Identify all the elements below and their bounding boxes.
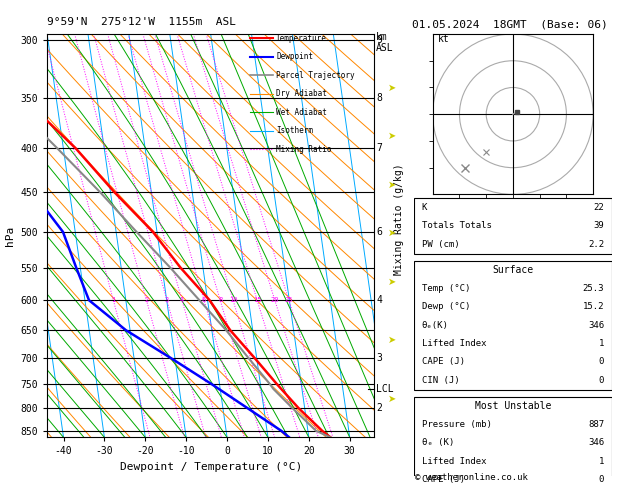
Text: Lifted Index: Lifted Index <box>422 339 486 348</box>
Text: km
ASL: km ASL <box>376 32 394 53</box>
Text: ➤: ➤ <box>388 180 396 190</box>
Text: ➤: ➤ <box>388 228 396 238</box>
Text: 1: 1 <box>111 297 116 303</box>
Text: 2: 2 <box>144 297 148 303</box>
Text: Surface: Surface <box>493 265 533 275</box>
Text: 7: 7 <box>376 143 382 153</box>
Text: Dry Adiabat: Dry Adiabat <box>276 89 327 98</box>
Text: 25: 25 <box>284 297 293 303</box>
Text: ➤: ➤ <box>388 335 396 345</box>
Text: Isotherm: Isotherm <box>276 126 313 135</box>
Text: 2: 2 <box>376 403 382 413</box>
Text: CIN (J): CIN (J) <box>422 376 459 385</box>
Text: θₑ(K): θₑ(K) <box>422 321 448 330</box>
Text: 0: 0 <box>599 475 604 484</box>
Text: 2.2: 2.2 <box>588 240 604 249</box>
Text: Mixing Ratio (g/kg): Mixing Ratio (g/kg) <box>394 163 404 275</box>
Text: ➤: ➤ <box>388 131 396 141</box>
Text: ➤: ➤ <box>388 277 396 287</box>
Text: 20: 20 <box>270 297 279 303</box>
Y-axis label: hPa: hPa <box>5 226 15 246</box>
Text: 346: 346 <box>588 438 604 447</box>
Text: Temperature: Temperature <box>276 34 327 43</box>
Text: Totals Totals: Totals Totals <box>422 222 492 230</box>
Text: Wet Adiabat: Wet Adiabat <box>276 108 327 117</box>
Text: Mixing Ratio: Mixing Ratio <box>276 145 331 154</box>
Text: 1: 1 <box>599 339 604 348</box>
X-axis label: Dewpoint / Temperature (°C): Dewpoint / Temperature (°C) <box>120 462 302 472</box>
Text: 9°59'N  275°12'W  1155m  ASL: 9°59'N 275°12'W 1155m ASL <box>47 17 236 27</box>
Text: K: K <box>422 203 427 212</box>
Text: ➤: ➤ <box>388 83 396 92</box>
Text: Most Unstable: Most Unstable <box>475 401 551 411</box>
Text: © weatheronline.co.uk: © weatheronline.co.uk <box>415 473 528 482</box>
Text: Lifted Index: Lifted Index <box>422 457 486 466</box>
Text: 39: 39 <box>593 222 604 230</box>
Text: Dewpoint: Dewpoint <box>276 52 313 61</box>
Text: 346: 346 <box>588 321 604 330</box>
Text: 01.05.2024  18GMT  (Base: 06): 01.05.2024 18GMT (Base: 06) <box>412 19 608 30</box>
Text: 25.3: 25.3 <box>582 284 604 293</box>
Text: 15.2: 15.2 <box>582 302 604 311</box>
Text: 22: 22 <box>593 203 604 212</box>
Text: 6: 6 <box>202 297 206 303</box>
Text: 3: 3 <box>165 297 169 303</box>
Text: CAPE (J): CAPE (J) <box>422 358 465 366</box>
Text: Dewp (°C): Dewp (°C) <box>422 302 470 311</box>
Text: PW (cm): PW (cm) <box>422 240 459 249</box>
Text: 9: 9 <box>376 35 382 45</box>
Text: Parcel Trajectory: Parcel Trajectory <box>276 70 355 80</box>
Bar <box>414 260 612 390</box>
Text: 0: 0 <box>599 376 604 385</box>
Text: 4: 4 <box>180 297 184 303</box>
Text: LCL: LCL <box>376 384 394 394</box>
Text: 10: 10 <box>229 297 237 303</box>
Text: 15: 15 <box>253 297 262 303</box>
Bar <box>414 198 612 254</box>
Text: Temp (°C): Temp (°C) <box>422 284 470 293</box>
Text: ➤: ➤ <box>388 394 396 403</box>
Text: 4: 4 <box>376 295 382 305</box>
Text: 3: 3 <box>376 353 382 363</box>
Text: 6: 6 <box>376 227 382 237</box>
Text: Pressure (mb): Pressure (mb) <box>422 420 492 429</box>
Text: 0: 0 <box>599 358 604 366</box>
Text: θₑ (K): θₑ (K) <box>422 438 454 447</box>
Bar <box>414 397 612 486</box>
Text: CAPE (J): CAPE (J) <box>422 475 465 484</box>
Text: 887: 887 <box>588 420 604 429</box>
Text: 8: 8 <box>218 297 222 303</box>
Text: 8: 8 <box>376 93 382 103</box>
Text: 1: 1 <box>599 457 604 466</box>
Text: kt: kt <box>438 34 450 44</box>
